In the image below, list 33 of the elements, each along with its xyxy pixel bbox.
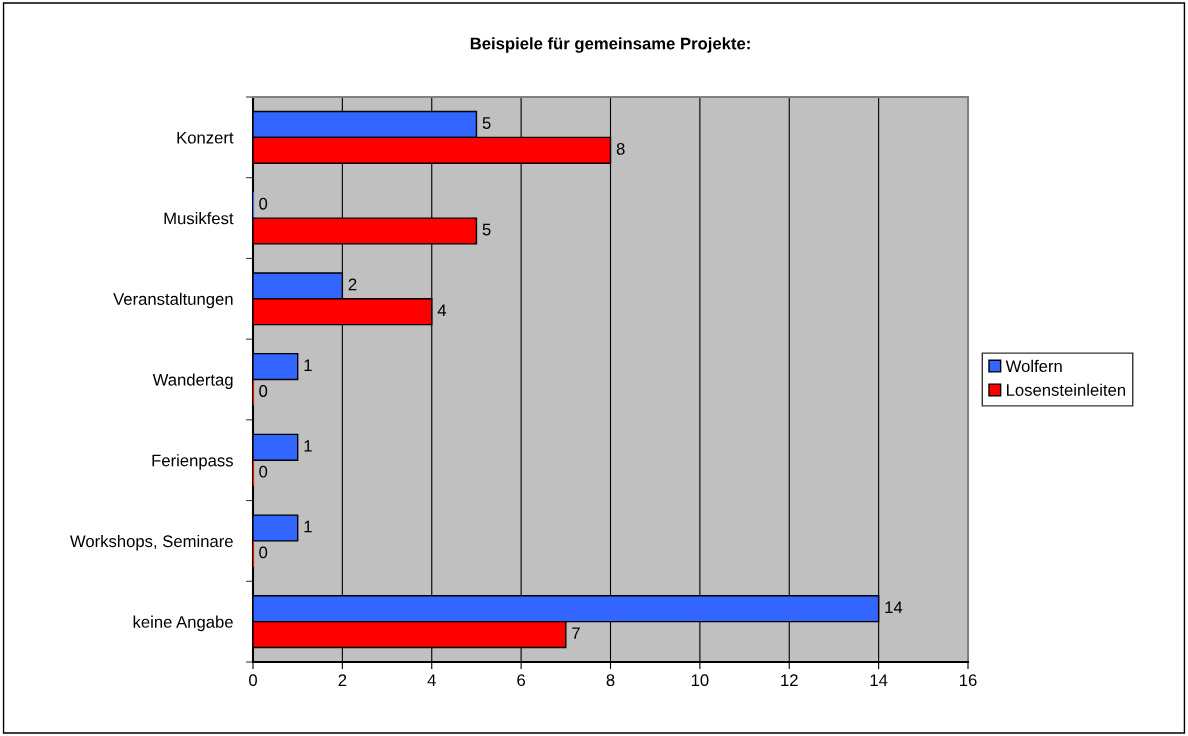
y-tick-label: Workshops, Seminare <box>69 534 233 551</box>
y-tick-label: Wandertag <box>152 373 233 389</box>
x-tick-label: 6 <box>517 674 526 687</box>
data-label: 0 <box>259 546 268 559</box>
x-tick-label: 14 <box>870 674 888 686</box>
x-tick-label: 4 <box>427 674 436 686</box>
x-tick-label: 10 <box>691 674 709 687</box>
x-tick-label: 16 <box>960 674 977 687</box>
chart-title: Beispiele für gemeinsame Projekte: <box>470 37 750 53</box>
legend-label: Losensteinleiten <box>1007 383 1126 396</box>
data-label: 0 <box>259 197 268 210</box>
y-tick-label: Ferienpass <box>152 454 233 470</box>
data-label: 5 <box>482 223 491 236</box>
x-tick-label: 12 <box>781 674 798 686</box>
data-label: 8 <box>616 142 625 155</box>
data-label: 1 <box>304 359 312 371</box>
data-label: 1 <box>304 520 312 533</box>
data-label: 1 <box>304 440 312 452</box>
data-label: 2 <box>348 278 357 291</box>
data-label: 14 <box>885 601 903 614</box>
legend-label: Wolfern <box>1005 359 1062 373</box>
y-tick-label: Konzert <box>177 131 234 144</box>
y-tick-label: keine Angabe <box>133 615 233 632</box>
data-label: 7 <box>572 627 580 639</box>
x-tick-label: 8 <box>606 674 615 687</box>
data-label: 0 <box>259 465 268 478</box>
data-label: 5 <box>482 117 491 129</box>
x-tick-label: 2 <box>338 674 347 686</box>
x-tick-label: 0 <box>249 674 257 687</box>
y-tick-label: Musikfest <box>164 212 234 225</box>
y-tick-label: Veranstaltungen <box>113 292 233 309</box>
data-label: 4 <box>437 304 447 317</box>
data-label: 0 <box>259 385 268 397</box>
